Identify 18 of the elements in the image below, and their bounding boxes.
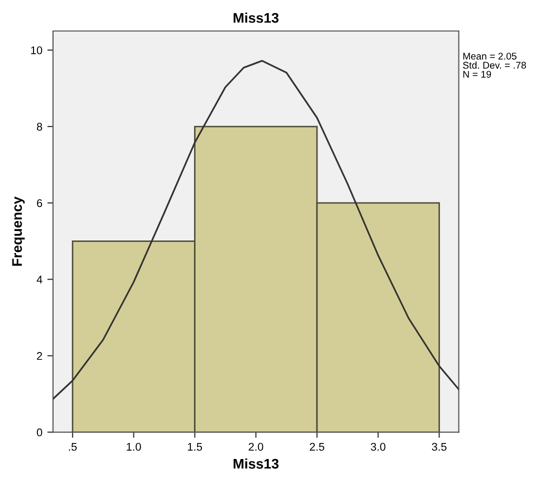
- x-tick-label: 2.5: [310, 442, 324, 451]
- y-tick-label: 2: [36, 352, 42, 360]
- x-tick-label: 2.0: [248, 442, 264, 451]
- y-tick-label: 10: [31, 46, 42, 54]
- x-tick-label: 1.5: [188, 442, 202, 451]
- x-axis-title: Miss13: [234, 458, 279, 469]
- line-series: [53, 60, 459, 400]
- y-tick-label: 4: [36, 276, 42, 284]
- x-tick-label: .5: [68, 442, 77, 451]
- x-tick-label: 3.0: [370, 442, 386, 451]
- y-tick-label: 6: [36, 199, 42, 208]
- y-tick-label: 8: [36, 122, 42, 131]
- x-tick-label: 3.5: [432, 442, 446, 451]
- y-tick-label: 0: [36, 428, 42, 436]
- chart-title: Miss13: [234, 12, 279, 23]
- x-tick-label: 1.0: [126, 442, 141, 451]
- y-axis-title: Frequency: [12, 196, 25, 266]
- text: Mean = 2.05 Std. Dev. = .78 N = 19: [462, 52, 526, 78]
